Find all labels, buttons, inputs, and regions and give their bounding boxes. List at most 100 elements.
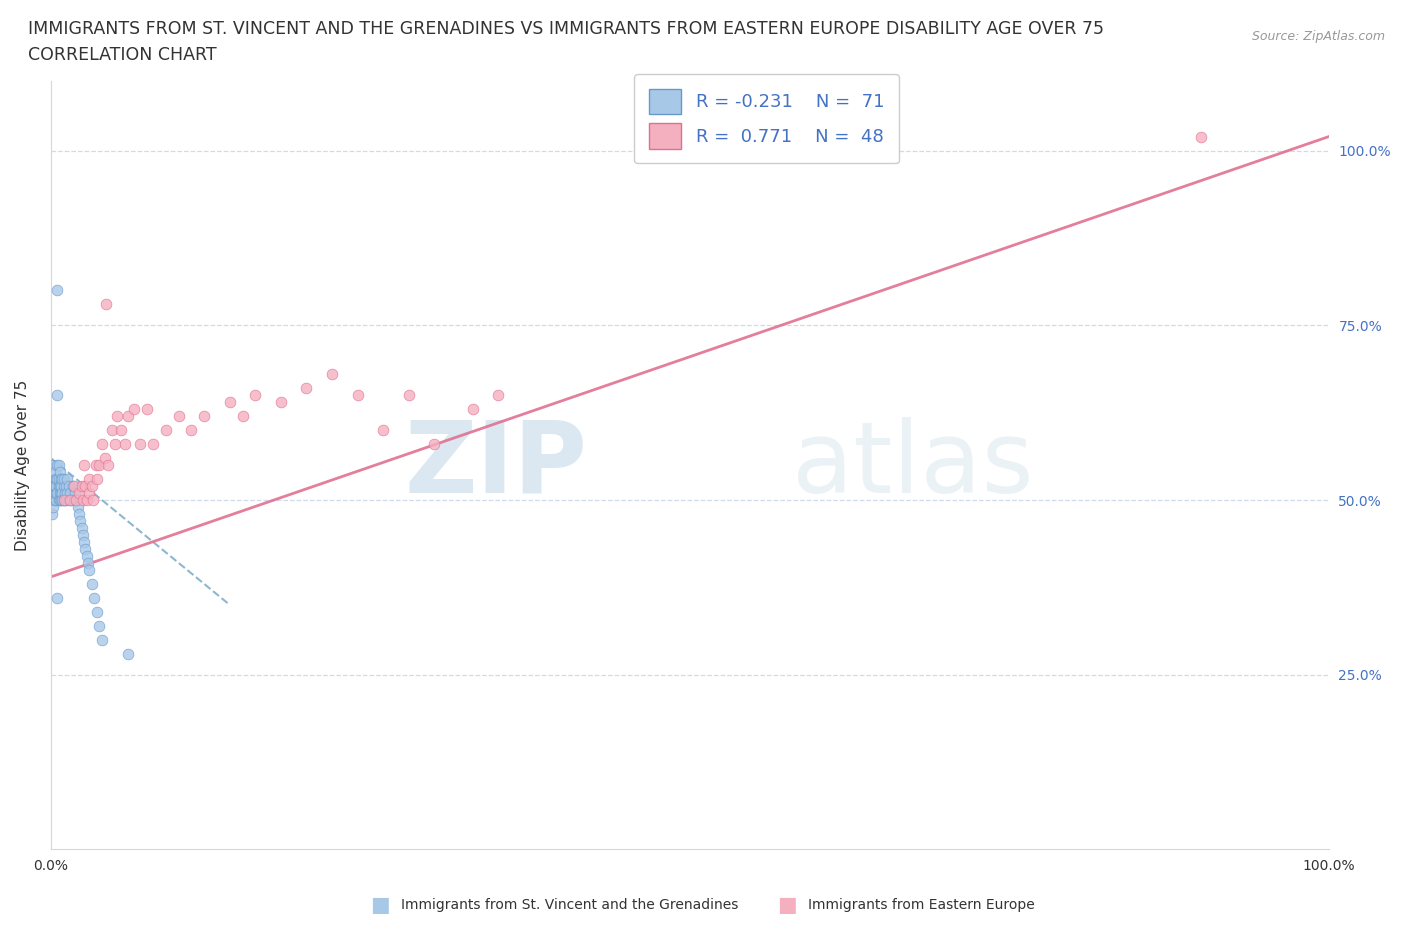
Point	[461, 402, 484, 417]
Point	[423, 437, 446, 452]
Point	[55, 479, 77, 494]
Point	[117, 408, 139, 423]
Point	[46, 485, 69, 500]
Point	[94, 297, 117, 312]
Point	[371, 423, 394, 438]
Point	[48, 458, 70, 472]
Point	[114, 437, 136, 452]
Point	[44, 465, 66, 480]
Point	[49, 493, 72, 508]
Point	[110, 423, 132, 438]
Point	[76, 493, 98, 508]
Point	[49, 485, 72, 500]
Point	[46, 472, 69, 486]
Point	[59, 493, 82, 508]
Point	[49, 465, 72, 480]
Point	[77, 485, 100, 500]
Point	[49, 479, 72, 494]
Point	[60, 493, 83, 508]
Point	[70, 521, 93, 536]
Point	[180, 423, 202, 438]
Point	[45, 493, 67, 508]
Point	[65, 493, 87, 508]
Point	[49, 485, 72, 500]
Point	[1189, 129, 1212, 144]
Point	[46, 458, 69, 472]
Point	[167, 408, 190, 423]
Point	[89, 458, 111, 472]
Point	[45, 472, 67, 486]
Point	[48, 493, 70, 508]
Point	[41, 479, 63, 494]
Point	[104, 437, 127, 452]
Point	[48, 472, 70, 486]
Point	[295, 380, 318, 395]
Y-axis label: Disability Age Over 75: Disability Age Over 75	[15, 379, 30, 551]
Point	[63, 485, 86, 500]
Point	[42, 493, 65, 508]
Point	[77, 555, 100, 570]
Point	[135, 402, 157, 417]
Point	[75, 541, 97, 556]
Text: Immigrants from Eastern Europe: Immigrants from Eastern Europe	[808, 897, 1035, 912]
Point	[346, 388, 368, 403]
Point	[44, 479, 66, 494]
Point	[42, 472, 65, 486]
Point	[45, 479, 67, 494]
Point	[142, 437, 165, 452]
Text: CORRELATION CHART: CORRELATION CHART	[28, 46, 217, 64]
Legend: R = -0.231    N =  71, R =  0.771    N =  48: R = -0.231 N = 71, R = 0.771 N = 48	[634, 74, 898, 164]
Point	[52, 493, 75, 508]
Point	[42, 499, 65, 514]
Point	[59, 485, 82, 500]
Point	[56, 472, 79, 486]
Point	[41, 493, 63, 508]
Point	[105, 408, 128, 423]
Point	[155, 423, 177, 438]
Point	[65, 493, 87, 508]
Point	[72, 527, 94, 542]
Point	[44, 485, 66, 500]
Point	[101, 423, 124, 438]
Point	[129, 437, 152, 452]
Point	[76, 549, 98, 564]
Point	[89, 618, 111, 633]
Point	[44, 493, 66, 508]
Point	[245, 388, 267, 403]
Point	[46, 388, 69, 403]
Point	[49, 479, 72, 494]
Point	[41, 485, 63, 500]
Point	[48, 479, 70, 494]
Point	[97, 458, 120, 472]
Point	[91, 632, 114, 647]
Point	[321, 366, 343, 381]
Point	[117, 646, 139, 661]
Point	[86, 604, 108, 619]
Point	[270, 394, 292, 409]
Point	[55, 493, 77, 508]
Point	[67, 507, 90, 522]
Text: ZIP: ZIP	[405, 417, 588, 513]
Point	[58, 479, 80, 494]
Point	[67, 485, 90, 500]
Point	[77, 563, 100, 578]
Point	[63, 493, 86, 508]
Point	[52, 479, 75, 494]
Text: ■: ■	[778, 895, 797, 915]
Point	[56, 485, 79, 500]
Point	[49, 472, 72, 486]
Point	[58, 493, 80, 508]
Text: atlas: atlas	[792, 417, 1033, 513]
Point	[52, 493, 75, 508]
Point	[70, 479, 93, 494]
Point	[231, 408, 253, 423]
Point	[75, 479, 97, 494]
Point	[51, 472, 73, 486]
Point	[80, 577, 103, 591]
Point	[46, 591, 69, 605]
Point	[77, 472, 100, 486]
Point	[84, 458, 107, 472]
Point	[80, 479, 103, 494]
Point	[73, 535, 96, 550]
Point	[41, 458, 63, 472]
